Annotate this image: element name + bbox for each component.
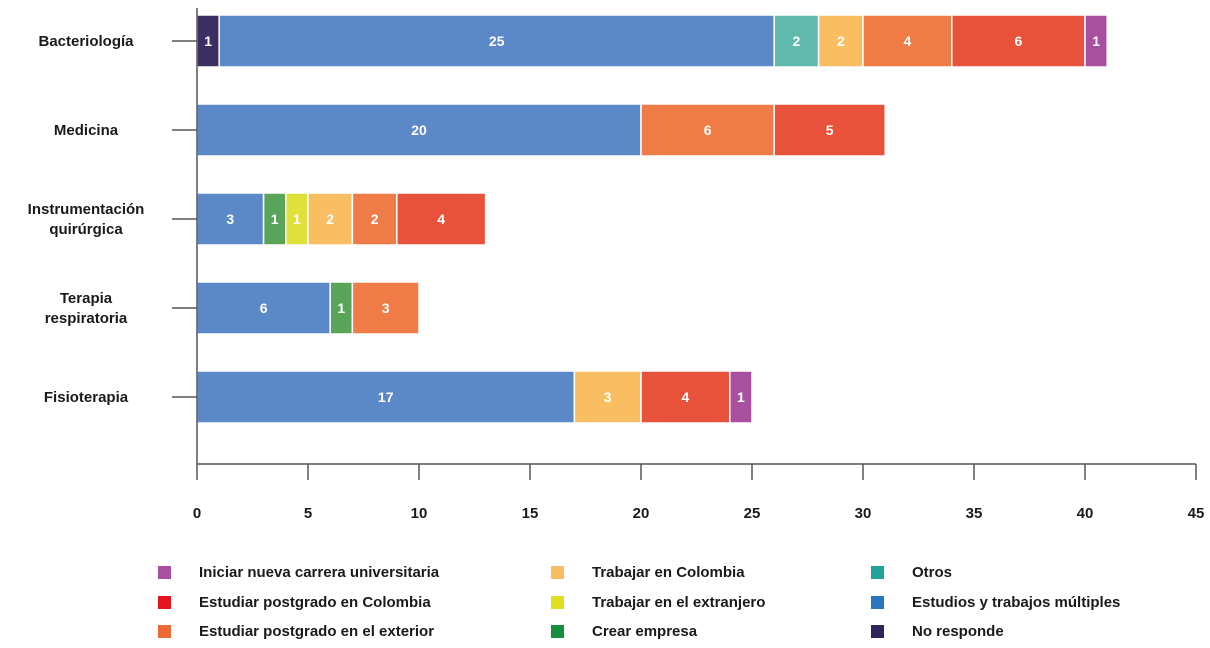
bar-row-0: 1 25 2 2 4 6 1 [196, 14, 1108, 68]
data-label-nueva_carrera: 1 [1092, 33, 1100, 49]
bar-segment-colombia [307, 192, 354, 246]
bar-segment-nueva_carrera [729, 370, 753, 424]
data-label-colombia: 3 [604, 389, 612, 405]
legend-label: Estudiar postgrado en el exterior [199, 622, 435, 640]
bar-row-3: 6 1 3 [196, 281, 420, 335]
bar-segment-multiples [218, 14, 775, 68]
data-label-multiples: 6 [260, 300, 268, 316]
x-tick-label: 0 [193, 505, 201, 522]
legend-item: No responde [871, 621, 1004, 641]
data-label-post_colombia: 4 [682, 389, 690, 405]
x-tick-label: 45 [1188, 505, 1205, 522]
legend-item: Estudiar postgrado en Colombia [158, 592, 431, 612]
legend-swatch [158, 565, 171, 579]
legend-item: Trabajar en Colombia [551, 562, 745, 582]
bar-row-4: 17 3 4 1 [196, 370, 753, 424]
bar-segment-multiples [196, 103, 642, 157]
data-label-colombia: 2 [326, 211, 334, 227]
legend-swatch [871, 595, 884, 609]
x-tick-label: 20 [633, 505, 650, 522]
bar-segment-post_exterior [351, 192, 398, 246]
legend-swatch [158, 624, 171, 638]
bar-segment-post_exterior [640, 103, 775, 157]
legend-item: Estudios y trabajos múltiples [871, 592, 1120, 612]
legend-label: Estudiar postgrado en Colombia [199, 593, 431, 611]
bars-layer: 1 25 2 2 4 6 120 6 53 1 1 2 2 46 1 317 3 4 1 [196, 14, 1108, 424]
bar-segment-multiples [196, 281, 331, 335]
x-tick-label: 15 [522, 505, 539, 522]
x-tick-label: 40 [1077, 505, 1094, 522]
x-tick-label: 10 [411, 505, 428, 522]
legend-swatch [158, 595, 171, 609]
legend-item: Estudiar postgrado en el exterior [158, 621, 434, 641]
x-tick-label: 5 [304, 505, 312, 522]
x-tick-labels: 0 5 10 15 20 25 30 35 40 45 [193, 505, 1205, 522]
bar-segment-otros [773, 14, 820, 68]
legend-label: Trabajar en Colombia [592, 563, 745, 581]
category-label: Terapia respiratoria [45, 290, 128, 327]
data-label-multiples: 17 [378, 389, 394, 405]
data-label-colombia: 2 [837, 33, 845, 49]
category-label: Bacteriología [38, 33, 134, 50]
data-label-extranjero: 1 [293, 211, 301, 227]
legend-swatch [551, 624, 564, 638]
legend-item: Crear empresa [551, 621, 697, 641]
legend-label: Crear empresa [592, 622, 698, 640]
bar-segment-nueva_carrera [1084, 14, 1108, 68]
stacked-bar-chart: 1 25 2 2 4 6 120 6 53 1 1 2 2 46 1 317 3 4 1 Bacteriología… [28, 8, 1205, 522]
data-label-nueva_carrera: 1 [737, 389, 745, 405]
bar-segment-post_colombia [773, 103, 886, 157]
bar-segment-post_colombia [951, 14, 1086, 68]
data-label-post_colombia: 6 [1015, 33, 1023, 49]
bar-segment-post_exterior [862, 14, 953, 68]
category-label: Fisioterapia [44, 389, 129, 406]
bar-segment-post_colombia [640, 370, 731, 424]
legend-label: No responde [912, 622, 1004, 640]
legend-swatch [871, 624, 884, 638]
bar-row-1: 20 6 5 [196, 103, 886, 157]
data-label-otros: 2 [793, 33, 801, 49]
legend-swatch [551, 595, 564, 609]
legend-label: Otros [912, 563, 953, 581]
legend-label: Estudios y trabajos múltiples [912, 593, 1121, 611]
legend-item: Trabajar en el extranjero [551, 592, 765, 612]
category-label: Instrumentación quirúrgica [28, 201, 145, 238]
legend-label: Trabajar en el extranjero [592, 593, 766, 611]
bar-segment-colombia [817, 14, 864, 68]
x-tick-label: 25 [744, 505, 761, 522]
legend-swatch [551, 565, 564, 579]
data-label-multiples: 20 [411, 122, 427, 138]
bar-segment-post_exterior [351, 281, 420, 335]
category-label: Medicina [54, 122, 119, 139]
data-label-multiples: 3 [226, 211, 234, 227]
legend-label: Iniciar nueva carrera universitaria [199, 563, 440, 581]
data-label-crear_empresa: 1 [337, 300, 345, 316]
data-label-post_colombia: 4 [437, 211, 445, 227]
bar-segment-multiples [196, 192, 265, 246]
axes-layer [172, 8, 1197, 480]
x-tick-label: 30 [855, 505, 872, 522]
category-labels: Bacteriología Medicina Instrumentación quir… [28, 33, 145, 406]
legend: Iniciar nueva carrera universitaria Traba… [158, 562, 1198, 648]
legend-item: Iniciar nueva carrera universitaria [158, 562, 439, 582]
data-label-no_responde: 1 [204, 33, 212, 49]
data-label-post_exterior: 6 [704, 122, 712, 138]
x-tick-label: 35 [966, 505, 983, 522]
data-label-post_exterior: 2 [371, 211, 379, 227]
data-label-post_exterior: 4 [904, 33, 912, 49]
data-label-post_exterior: 3 [382, 300, 390, 316]
bar-segment-post_colombia [396, 192, 487, 246]
legend-item: Otros [871, 562, 952, 582]
data-label-crear_empresa: 1 [271, 211, 279, 227]
data-label-post_colombia: 5 [826, 122, 834, 138]
bar-segment-multiples [196, 370, 576, 424]
data-label-multiples: 25 [489, 33, 505, 49]
legend-swatch [871, 565, 884, 579]
